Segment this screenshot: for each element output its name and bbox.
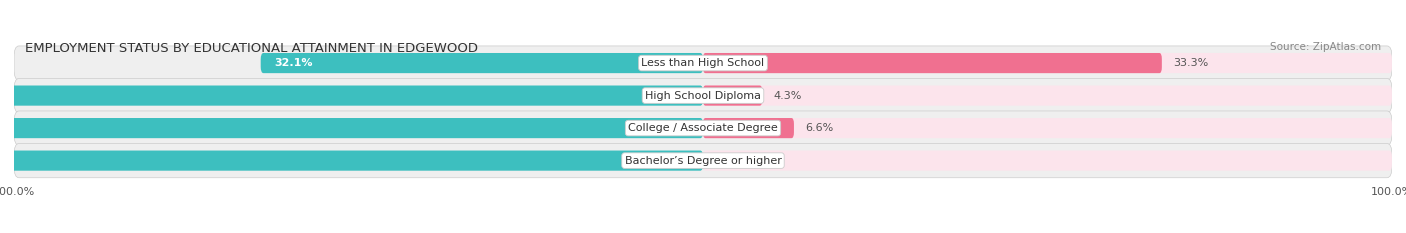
Text: 32.1%: 32.1% bbox=[274, 58, 314, 68]
FancyBboxPatch shape bbox=[703, 53, 1392, 73]
FancyBboxPatch shape bbox=[703, 86, 762, 106]
Text: EMPLOYMENT STATUS BY EDUCATIONAL ATTAINMENT IN EDGEWOOD: EMPLOYMENT STATUS BY EDUCATIONAL ATTAINM… bbox=[25, 42, 478, 55]
FancyBboxPatch shape bbox=[703, 151, 1392, 171]
FancyBboxPatch shape bbox=[0, 86, 703, 106]
Text: Bachelor’s Degree or higher: Bachelor’s Degree or higher bbox=[624, 156, 782, 166]
FancyBboxPatch shape bbox=[14, 111, 1392, 145]
FancyBboxPatch shape bbox=[703, 53, 1161, 73]
Text: High School Diploma: High School Diploma bbox=[645, 91, 761, 101]
Text: 4.3%: 4.3% bbox=[773, 91, 801, 101]
Text: 0.0%: 0.0% bbox=[714, 156, 742, 166]
FancyBboxPatch shape bbox=[0, 118, 703, 138]
Text: Source: ZipAtlas.com: Source: ZipAtlas.com bbox=[1270, 42, 1381, 52]
FancyBboxPatch shape bbox=[14, 144, 1392, 178]
FancyBboxPatch shape bbox=[703, 86, 1392, 106]
Text: 33.3%: 33.3% bbox=[1173, 58, 1208, 68]
FancyBboxPatch shape bbox=[703, 118, 1392, 138]
FancyBboxPatch shape bbox=[14, 79, 1392, 113]
FancyBboxPatch shape bbox=[14, 46, 1392, 80]
Text: Less than High School: Less than High School bbox=[641, 58, 765, 68]
Text: 6.6%: 6.6% bbox=[806, 123, 834, 133]
FancyBboxPatch shape bbox=[0, 151, 703, 171]
FancyBboxPatch shape bbox=[703, 118, 794, 138]
FancyBboxPatch shape bbox=[260, 53, 703, 73]
Text: College / Associate Degree: College / Associate Degree bbox=[628, 123, 778, 133]
